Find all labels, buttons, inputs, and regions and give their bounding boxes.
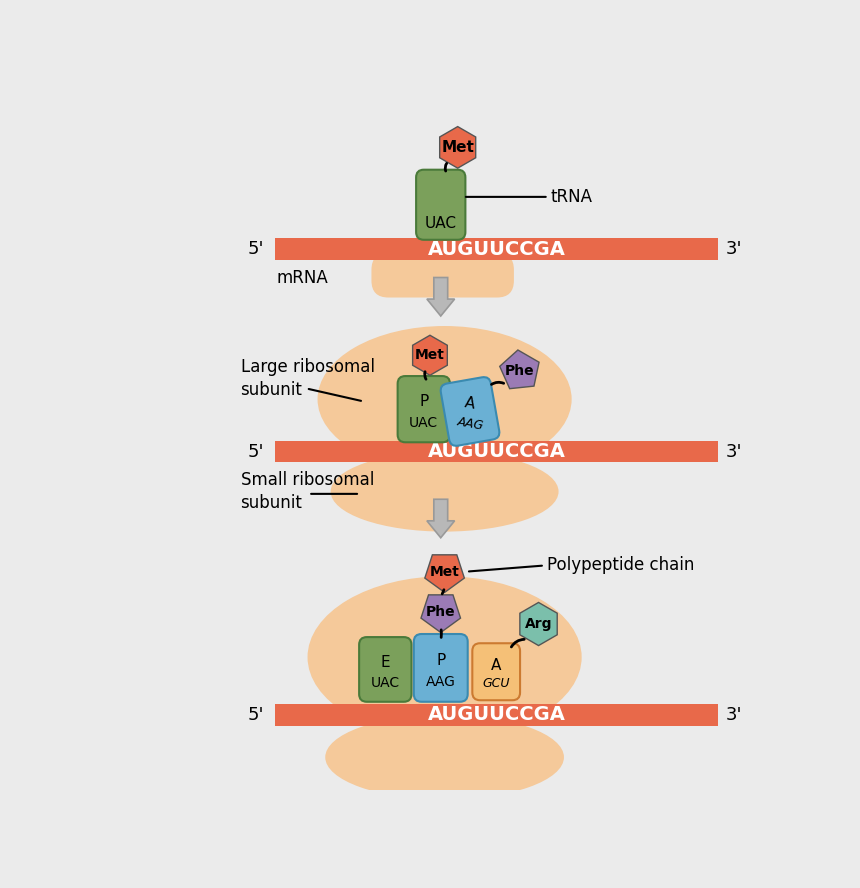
FancyArrow shape <box>427 499 455 538</box>
Polygon shape <box>500 350 539 389</box>
Ellipse shape <box>330 451 558 532</box>
Text: GCU: GCU <box>482 678 510 690</box>
FancyBboxPatch shape <box>414 634 468 702</box>
Text: P: P <box>436 653 445 668</box>
FancyArrow shape <box>427 278 455 316</box>
Text: UAC: UAC <box>425 216 457 231</box>
FancyBboxPatch shape <box>472 643 520 701</box>
Text: mRNA: mRNA <box>277 269 329 287</box>
Polygon shape <box>519 602 557 646</box>
Ellipse shape <box>308 576 581 738</box>
Text: 5': 5' <box>247 706 264 724</box>
Text: A: A <box>491 658 501 673</box>
Text: 3': 3' <box>726 240 742 258</box>
Text: Met: Met <box>415 348 445 362</box>
Polygon shape <box>413 336 447 376</box>
Text: AUGUUCCGA: AUGUUCCGA <box>427 705 566 725</box>
Text: Phe: Phe <box>426 605 456 619</box>
Text: Met: Met <box>430 565 459 579</box>
Text: UAC: UAC <box>409 416 439 431</box>
Text: Large ribosomal
subunit: Large ribosomal subunit <box>241 358 375 400</box>
Text: AUGUUCCGA: AUGUUCCGA <box>427 240 566 258</box>
Ellipse shape <box>325 715 564 799</box>
FancyBboxPatch shape <box>416 170 465 240</box>
Text: Met: Met <box>441 140 474 155</box>
Bar <box>275 704 718 725</box>
Polygon shape <box>421 595 460 632</box>
FancyBboxPatch shape <box>440 377 500 446</box>
Text: Small ribosomal
subunit: Small ribosomal subunit <box>241 471 374 512</box>
Polygon shape <box>425 555 464 592</box>
Bar <box>275 440 718 463</box>
Text: Polypeptide chain: Polypeptide chain <box>547 557 694 575</box>
Bar <box>275 238 718 260</box>
FancyBboxPatch shape <box>372 253 514 297</box>
FancyBboxPatch shape <box>397 376 450 442</box>
Text: Phe: Phe <box>505 364 535 377</box>
Text: tRNA: tRNA <box>551 188 593 206</box>
Text: Arg: Arg <box>525 617 552 631</box>
Text: P: P <box>419 394 428 409</box>
Ellipse shape <box>317 326 572 472</box>
FancyBboxPatch shape <box>359 637 411 702</box>
Text: AAG: AAG <box>456 416 484 433</box>
Text: UAC: UAC <box>371 677 400 690</box>
Text: E: E <box>380 654 390 670</box>
Text: 5': 5' <box>247 240 264 258</box>
Text: 3': 3' <box>726 442 742 461</box>
Text: A: A <box>464 395 476 411</box>
Polygon shape <box>439 127 476 168</box>
Text: 3': 3' <box>726 706 742 724</box>
Text: 5': 5' <box>247 442 264 461</box>
Text: AUGUUCCGA: AUGUUCCGA <box>427 442 566 461</box>
Text: AAG: AAG <box>426 676 456 689</box>
